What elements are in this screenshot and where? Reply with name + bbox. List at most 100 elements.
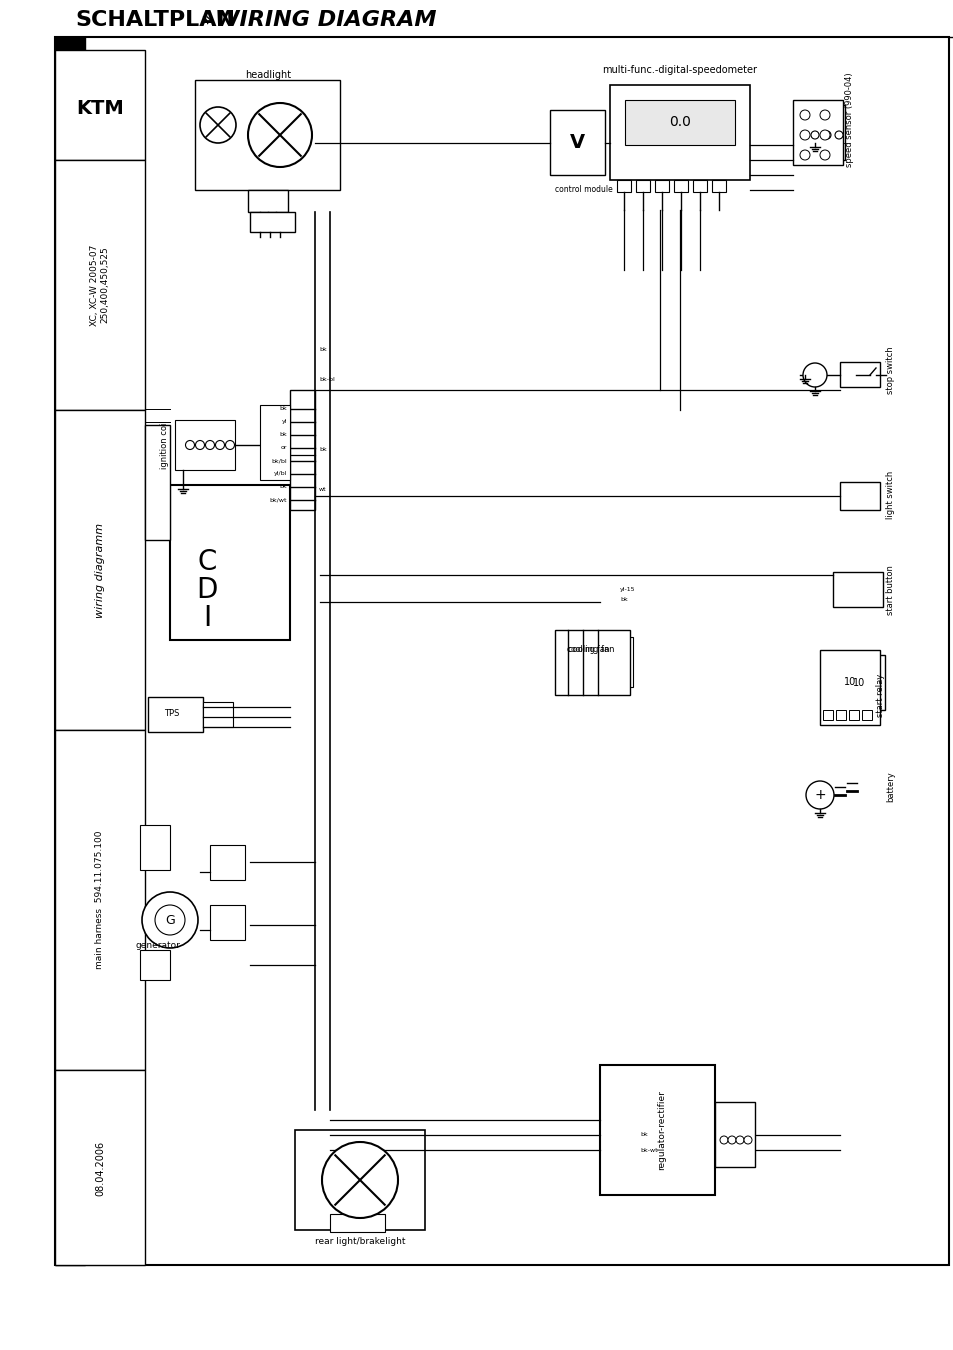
Text: C: C [197,548,216,576]
Bar [840,482,879,510]
Bar [550,109,604,176]
Bar [55,50,145,161]
Text: bk: bk [279,485,287,490]
Text: wt: wt [318,487,326,493]
Circle shape [322,1142,397,1218]
Bar [636,180,649,192]
Bar [260,405,290,481]
Text: bk/bl: bk/bl [271,459,287,463]
Text: yl/bl: yl/bl [274,471,287,477]
Bar [673,180,687,192]
Bar [711,180,725,192]
Bar [145,425,170,540]
Bar [210,845,245,880]
Text: ignition coil: ignition coil [160,421,170,470]
Text: bk: bk [279,406,287,412]
Text: TPS: TPS [164,710,179,718]
Bar [800,105,844,161]
Text: regulator-rectifier: regulator-rectifier [657,1089,666,1170]
Circle shape [727,1135,735,1143]
Bar [140,950,170,980]
Text: cooling fan: cooling fan [567,645,614,655]
Text: headlight: headlight [245,70,291,80]
Bar [820,649,879,725]
Bar [599,1065,714,1195]
Circle shape [720,1135,727,1143]
Text: bk-wt: bk-wt [639,1148,657,1153]
Circle shape [185,440,194,450]
Circle shape [154,904,185,936]
Text: cooling fan: cooling fan [566,645,609,655]
Text: yl: yl [281,420,287,424]
Bar [624,100,734,144]
Circle shape [800,150,809,161]
Text: yl-15: yl-15 [619,587,635,593]
Bar [294,1130,424,1230]
Circle shape [200,107,235,143]
Text: rear light/brakelight: rear light/brakelight [314,1238,405,1246]
Circle shape [802,363,826,387]
Bar [174,420,234,470]
Circle shape [195,440,204,450]
Circle shape [810,131,818,139]
Circle shape [248,103,312,167]
Bar [330,1214,385,1233]
Text: stop switch: stop switch [885,346,894,394]
Text: generator: generator [135,941,180,949]
Bar [835,710,845,720]
Text: bk: bk [279,432,287,437]
Text: ANHANG – APPENDICE
APPENDIX – APENDICE
2: ANHANG – APPENDICE APPENDIX – APENDICE 2 [7,397,37,502]
Text: main harness  594.11.075.100: main harness 594.11.075.100 [95,830,105,969]
Bar [170,485,290,640]
Bar [55,161,145,410]
Text: G: G [165,914,174,926]
Bar [822,710,832,720]
Bar [55,410,145,730]
Bar [655,180,668,192]
Circle shape [820,109,829,120]
Bar [194,80,339,190]
Text: +: + [813,788,825,802]
Text: start button: start button [885,566,894,616]
Bar [140,825,170,869]
Bar [609,85,749,180]
Text: V: V [569,134,584,153]
Text: bk/wt: bk/wt [269,498,287,502]
Circle shape [805,782,833,809]
Bar [55,36,85,1265]
Text: 10: 10 [852,678,864,688]
Text: control module: control module [555,185,612,194]
Text: bk-bl: bk-bl [318,378,335,382]
Bar [148,697,203,732]
Circle shape [820,150,829,161]
Bar [203,702,233,728]
Bar [714,1102,754,1166]
Text: multi-func.-digital-speedometer: multi-func.-digital-speedometer [602,65,757,76]
Bar [250,212,294,232]
Text: speed sensor (990-04): speed sensor (990-04) [844,73,854,167]
Bar [555,630,629,695]
Text: or: or [280,446,287,451]
Text: SCHALTPLAN: SCHALTPLAN [75,9,234,30]
Bar [55,730,145,1071]
Bar [792,100,842,165]
Bar [832,572,882,608]
Circle shape [142,892,198,948]
Text: D: D [196,576,217,603]
Circle shape [743,1135,751,1143]
Bar [55,1071,145,1265]
Text: bk: bk [318,347,327,352]
Bar [862,710,871,720]
Bar [617,180,630,192]
Text: KTM: KTM [76,99,124,117]
Circle shape [225,440,234,450]
Text: light switch: light switch [885,471,894,520]
Circle shape [820,130,829,140]
Text: battery: battery [885,772,894,802]
Circle shape [800,130,809,140]
Circle shape [822,131,830,139]
Bar [692,180,706,192]
Text: I: I [203,603,211,632]
Text: start relay: start relay [875,674,884,717]
Bar [840,362,879,387]
